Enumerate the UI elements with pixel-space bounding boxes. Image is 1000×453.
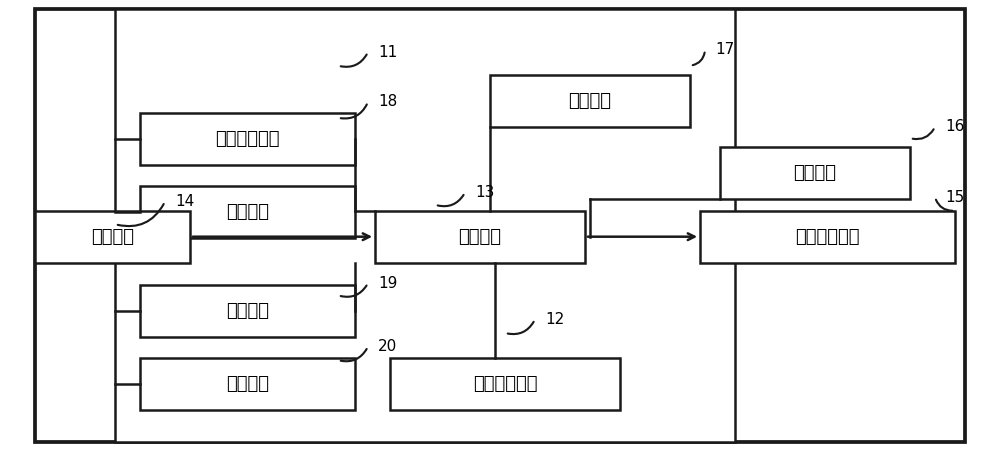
Bar bbox=[140, 358, 355, 410]
Text: 标签读写模块: 标签读写模块 bbox=[215, 130, 280, 148]
Text: 20: 20 bbox=[378, 339, 397, 354]
Bar bbox=[35, 211, 190, 263]
Bar bbox=[115, 9, 735, 442]
Text: 15: 15 bbox=[945, 189, 964, 205]
Bar bbox=[140, 113, 355, 165]
Text: 16: 16 bbox=[945, 119, 964, 135]
Bar bbox=[140, 186, 355, 238]
Text: 控制模块: 控制模块 bbox=[458, 228, 502, 246]
Text: 11: 11 bbox=[378, 44, 397, 60]
Text: 显示模块: 显示模块 bbox=[226, 375, 269, 393]
Bar bbox=[720, 147, 910, 199]
Text: 定位模块: 定位模块 bbox=[568, 92, 612, 110]
Text: 扫描模块: 扫描模块 bbox=[226, 303, 269, 320]
Text: 无线通讯模块: 无线通讯模块 bbox=[795, 228, 860, 246]
Bar bbox=[140, 285, 355, 337]
Text: 锁舌联动机构: 锁舌联动机构 bbox=[473, 375, 537, 393]
Bar bbox=[490, 75, 690, 127]
Text: 电源模块: 电源模块 bbox=[91, 228, 134, 246]
Bar bbox=[390, 358, 620, 410]
Text: 12: 12 bbox=[545, 312, 564, 327]
Text: 17: 17 bbox=[715, 42, 734, 58]
Bar bbox=[375, 211, 585, 263]
Text: 计费模块: 计费模块 bbox=[794, 164, 836, 182]
Text: 18: 18 bbox=[378, 94, 397, 110]
Text: 19: 19 bbox=[378, 275, 397, 291]
Text: 13: 13 bbox=[475, 185, 494, 200]
Text: 安全模块: 安全模块 bbox=[226, 203, 269, 221]
Bar bbox=[700, 211, 955, 263]
Text: 14: 14 bbox=[175, 194, 194, 209]
